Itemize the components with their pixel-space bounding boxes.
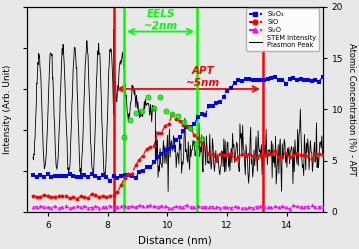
Text: EELS
~2nm: EELS ~2nm (144, 9, 178, 31)
Point (163, 109, 169, 113)
Point (199, 137, 205, 141)
Point (181, 120, 187, 124)
Point (151, 106, 157, 110)
X-axis label: Distance (nm): Distance (nm) (138, 236, 212, 246)
Point (139, 109, 145, 113)
Y-axis label: Intensity (Arb. Unit): Intensity (Arb. Unit) (4, 65, 13, 154)
Point (145, 95, 151, 99)
Legend: Si₂O₂, SiO, Si₂O, STEM Intensity
Plasmon Peak: Si₂O₂, SiO, Si₂O, STEM Intensity Plasmon… (246, 8, 319, 51)
Point (193, 142, 199, 146)
Y-axis label: Atomic Concentration (%) - APT: Atomic Concentration (%) - APT (346, 43, 355, 176)
Text: APT
~5nm: APT ~5nm (186, 66, 220, 88)
Point (175, 114, 181, 118)
Point (133, 111, 139, 115)
Point (187, 125, 192, 129)
Point (121, 135, 127, 139)
Point (157, 95, 163, 99)
Point (127, 118, 133, 122)
Point (169, 112, 175, 116)
